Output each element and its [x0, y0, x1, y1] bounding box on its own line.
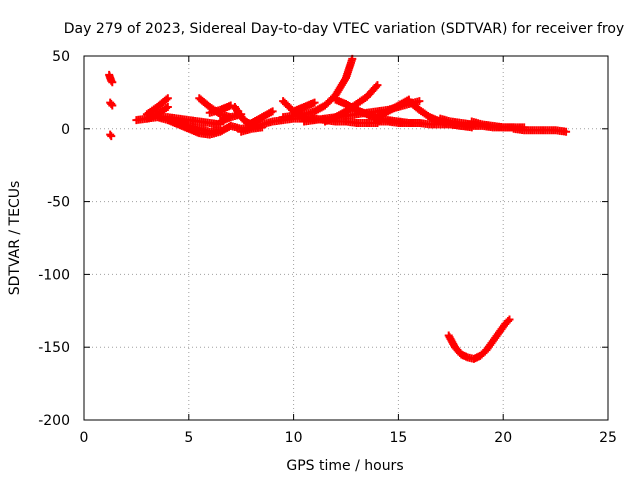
data-point — [268, 107, 277, 116]
series-arc18 — [279, 54, 357, 122]
x-tick-label: 25 — [599, 430, 617, 446]
y-tick-label: 50 — [52, 49, 70, 65]
data-markers — [105, 54, 571, 363]
data-point — [163, 102, 172, 111]
data-point — [216, 126, 225, 135]
series-arc3 — [106, 130, 116, 141]
data-point — [562, 127, 571, 136]
y-tick-label: 0 — [61, 122, 70, 138]
data-point — [107, 132, 116, 141]
x-tick-label: 15 — [389, 430, 407, 446]
data-point — [505, 315, 514, 324]
x-tick-label: 5 — [184, 430, 193, 446]
data-point — [310, 98, 319, 107]
y-tick-labels: 50 0 -50 -100 -150 -200 — [38, 49, 70, 429]
data-point — [504, 316, 513, 325]
series-arc28 — [444, 315, 514, 363]
data-point — [373, 81, 382, 90]
data-point — [107, 100, 116, 109]
data-point — [106, 130, 115, 139]
data-point — [107, 76, 116, 85]
x-tick-label: 0 — [80, 430, 89, 446]
data-point — [415, 97, 424, 106]
series-arc26 — [467, 117, 518, 132]
data-point — [108, 78, 117, 87]
x-axis-label: GPS time / hours — [286, 458, 403, 474]
data-point — [162, 95, 171, 104]
series-arc23 — [373, 95, 413, 122]
series-arc15 — [247, 107, 277, 127]
chart-title: Day 279 of 2023, Sidereal Day-to-day VTE… — [64, 21, 624, 37]
series-arc10 — [205, 101, 235, 117]
y-axis-label: SDTVAR / TECUs — [7, 181, 23, 296]
series-arc27 — [509, 124, 571, 136]
y-tick-label: -50 — [47, 195, 70, 211]
data-point — [258, 123, 267, 132]
series-arc8 — [174, 117, 225, 136]
data-point — [108, 101, 117, 110]
y-tick-label: -150 — [38, 340, 70, 356]
x-tick-label: 20 — [494, 430, 512, 446]
x-tick-labels: 0 5 10 15 20 25 — [80, 430, 617, 446]
data-point — [372, 82, 381, 91]
data-point — [163, 94, 172, 103]
x-tick-label: 10 — [285, 430, 303, 446]
series-arc6 — [142, 94, 172, 119]
series-arc2 — [106, 98, 117, 110]
data-point — [226, 101, 235, 110]
y-tick-label: -100 — [38, 267, 70, 283]
series-arc1 — [105, 70, 117, 87]
plot-frame — [83, 55, 609, 421]
y-tick-label: -200 — [38, 413, 70, 429]
